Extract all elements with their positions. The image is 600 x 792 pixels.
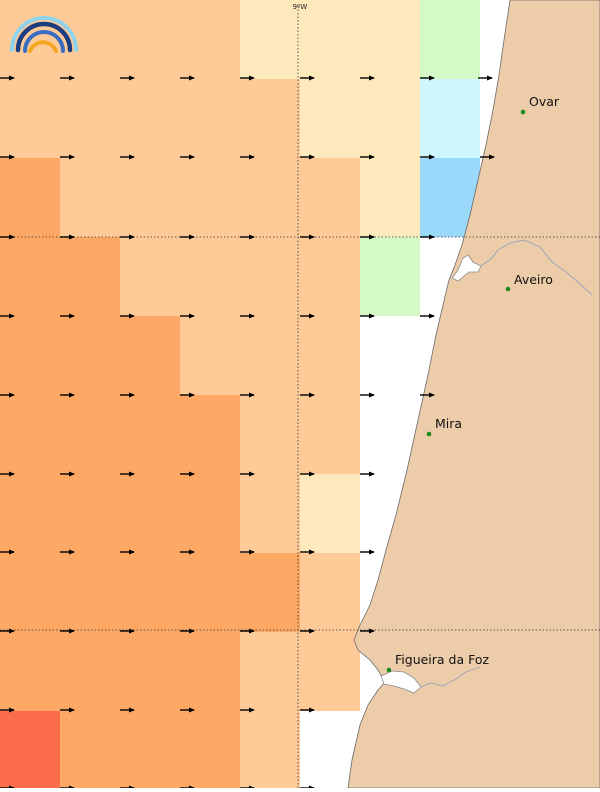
- grid-cell: [0, 316, 60, 395]
- city-label-mira: Mira: [435, 416, 462, 431]
- grid-cell: [360, 79, 420, 158]
- mondego-river: [420, 666, 481, 688]
- grid-cell: [420, 0, 480, 79]
- grid-cell: [0, 79, 60, 158]
- grid-cell: [360, 237, 420, 316]
- grid-cell: [240, 79, 300, 158]
- city-marker-mira: [426, 431, 432, 437]
- city-marker-aveiro: [505, 286, 511, 292]
- grid-cell: [240, 395, 300, 474]
- grid-cell: [60, 711, 120, 790]
- grid-cell: [300, 553, 360, 632]
- grid-cell: [120, 632, 180, 711]
- city-ovar[interactable]: Ovar: [520, 94, 560, 115]
- grid-cell: [60, 316, 120, 395]
- land-portugal: [347, 0, 600, 789]
- city-mira[interactable]: Mira: [426, 416, 462, 437]
- grid-cell: [300, 0, 360, 79]
- grid-cell: [120, 158, 180, 237]
- rainbow-logo-icon: [10, 16, 78, 53]
- grid-cell: [240, 237, 300, 316]
- vouga-river: [480, 239, 593, 296]
- grid-cell: [180, 0, 240, 79]
- grid-cell: [300, 632, 360, 711]
- grid-cell: [300, 395, 360, 474]
- grid-cell: [180, 237, 240, 316]
- grid-cell: [120, 711, 180, 790]
- grid-cell: [240, 0, 300, 79]
- longitude-label: 9ºW: [293, 3, 308, 11]
- grid-cell: [180, 158, 240, 237]
- grid-cell: [240, 474, 300, 553]
- grid-cell: [180, 79, 240, 158]
- grid-cell: [120, 237, 180, 316]
- grid-cell: [120, 0, 180, 79]
- grid-cell: [60, 79, 120, 158]
- grid-cell: [180, 632, 240, 711]
- grid-cell: [60, 553, 120, 632]
- grid-cell: [60, 237, 120, 316]
- grid-cell: [0, 553, 60, 632]
- grid-cell: [120, 553, 180, 632]
- grid-cell: [0, 237, 60, 316]
- grid-cell: [180, 711, 240, 790]
- city-figueira-da-foz[interactable]: Figueira da Foz: [386, 652, 490, 673]
- graticule: [0, 6, 600, 788]
- mondego-estuary: [380, 670, 422, 694]
- grid-cell: [180, 395, 240, 474]
- grid-cell: [180, 474, 240, 553]
- city-marker-ovar: [520, 109, 526, 115]
- city-label-figueira-da-foz: Figueira da Foz: [395, 652, 490, 667]
- grid-cell: [0, 632, 60, 711]
- grid-cell: [360, 0, 420, 79]
- grid-cell: [300, 237, 360, 316]
- grid-cell: [120, 474, 180, 553]
- city-label-ovar: Ovar: [529, 94, 560, 109]
- grid-cell: [240, 553, 300, 632]
- grid-cell: [0, 711, 60, 790]
- grid-cell: [300, 79, 360, 158]
- grid-cell: [0, 395, 60, 474]
- grid-cell: [120, 395, 180, 474]
- grid-cell: [0, 474, 60, 553]
- grid-cell: [60, 632, 120, 711]
- city-aveiro[interactable]: Aveiro: [505, 272, 553, 292]
- grid-cell: [180, 316, 240, 395]
- grid-cell: [300, 158, 360, 237]
- grid-cell: [240, 316, 300, 395]
- city-label-aveiro: Aveiro: [514, 272, 553, 287]
- grid-cell: [120, 79, 180, 158]
- grid-cell: [0, 158, 60, 237]
- grid-cell: [420, 79, 480, 158]
- grid-cell: [240, 158, 300, 237]
- grid-cell: [60, 158, 120, 237]
- grid-cell: [360, 158, 420, 237]
- grid-cell: [240, 632, 300, 711]
- city-marker-figueira-da-foz: [386, 667, 392, 673]
- grid-cell: [240, 711, 300, 790]
- grid-cell: [120, 316, 180, 395]
- grid-cell: [60, 395, 120, 474]
- grid-cell: [300, 316, 360, 395]
- grid-cell: [60, 474, 120, 553]
- wave-height-grid: [0, 0, 480, 790]
- grid-cell: [180, 553, 240, 632]
- grid-cell: [300, 474, 360, 553]
